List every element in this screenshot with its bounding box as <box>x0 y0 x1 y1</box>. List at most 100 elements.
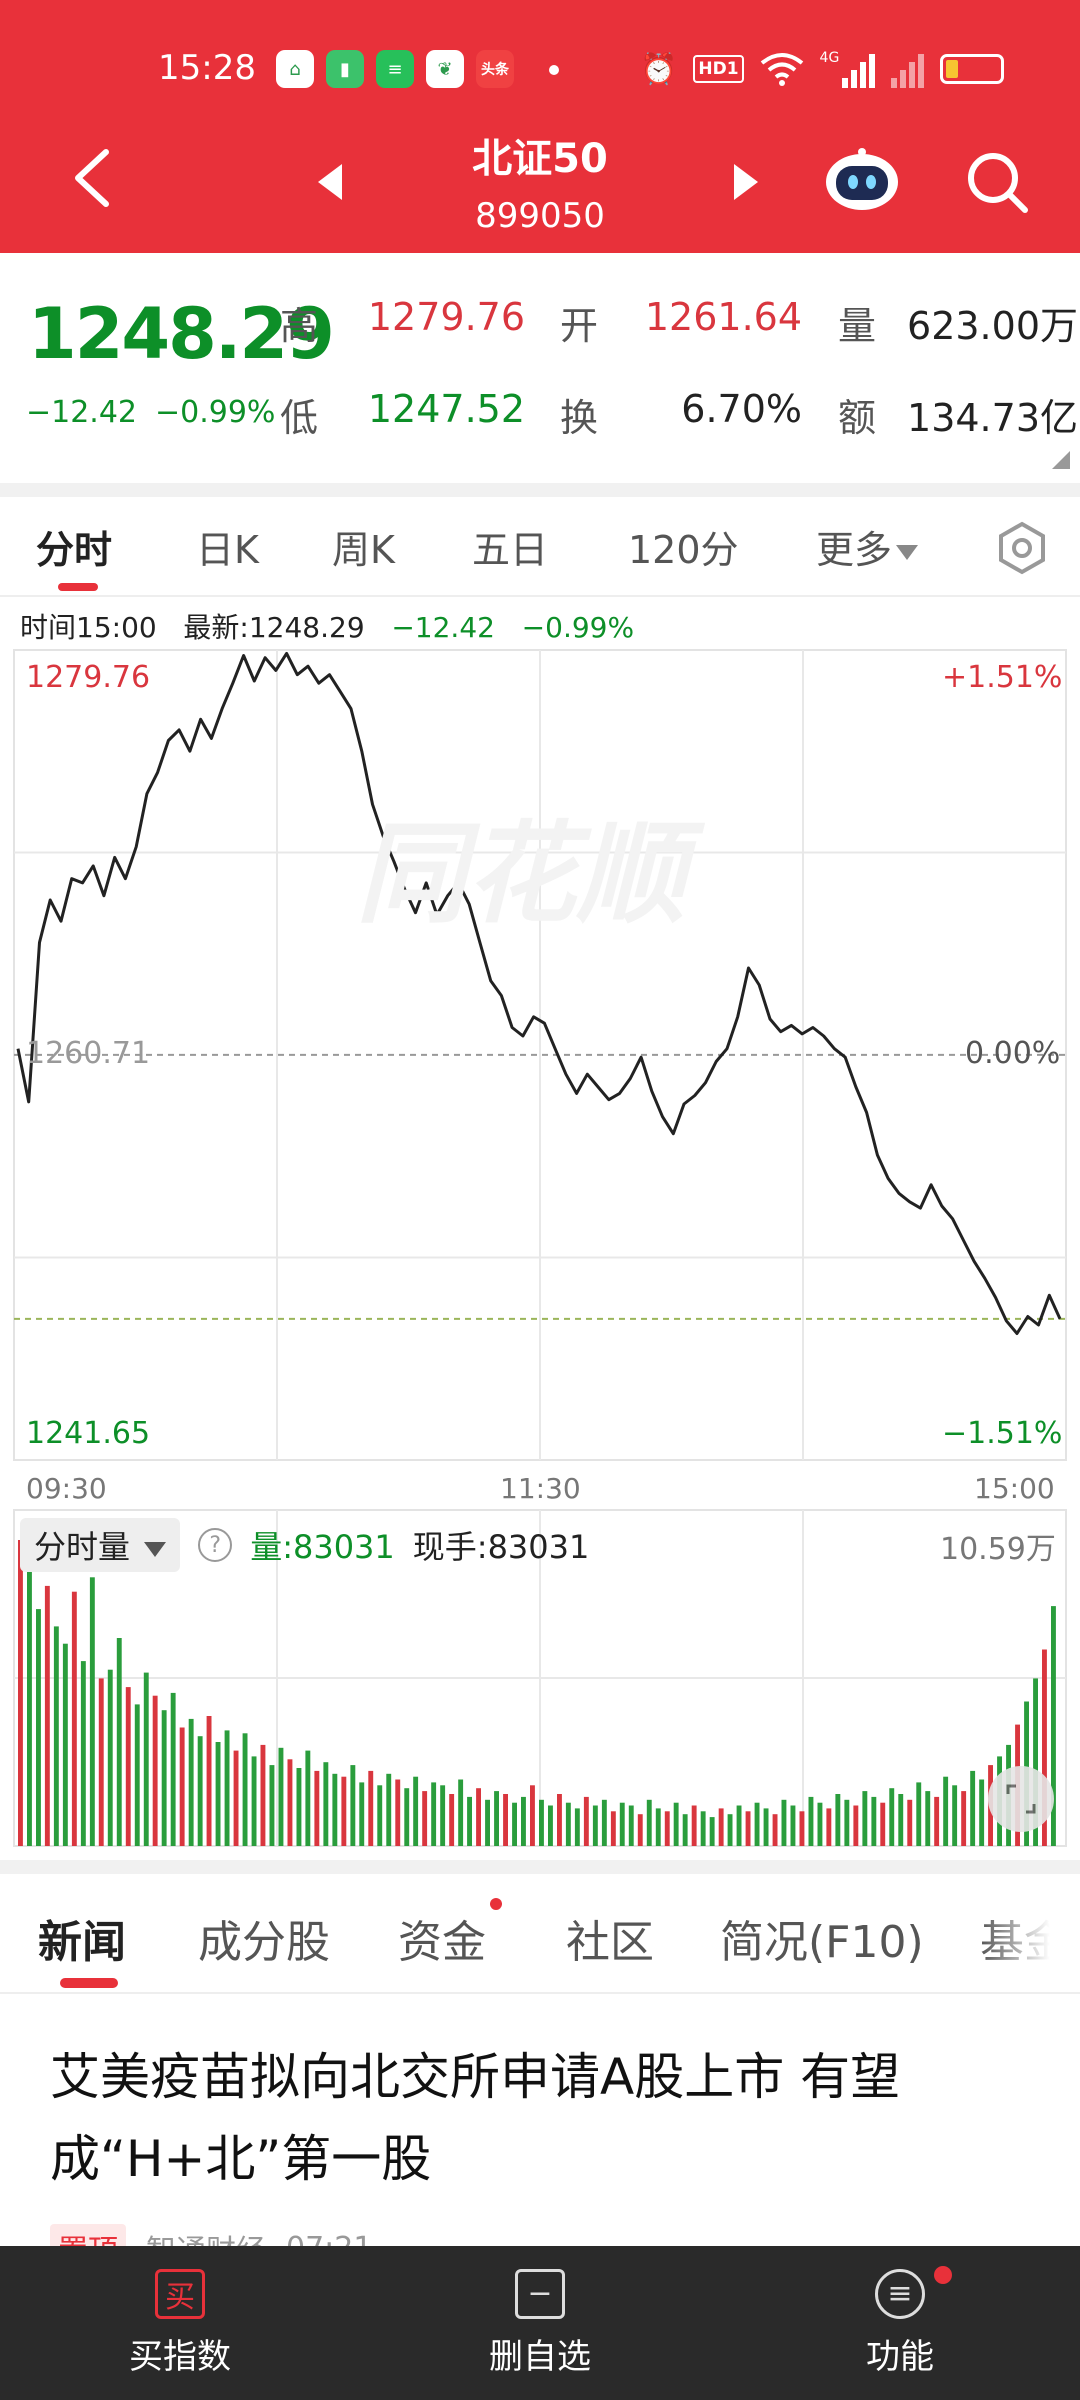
volume-value: 623.00万 <box>907 304 1078 348</box>
volume-bar <box>898 1794 904 1846</box>
volume-bar <box>745 1811 751 1846</box>
volume-bar <box>718 1808 724 1846</box>
tab-funds[interactable]: 资金 <box>398 1917 486 1968</box>
volume-bar <box>341 1776 347 1846</box>
status-app-icons: ⌂ ▮ ≡ ❦ 头条 <box>276 50 514 88</box>
active-tab-indicator <box>58 583 98 591</box>
volume-bar <box>116 1638 122 1846</box>
volume-bar <box>655 1808 661 1846</box>
prev-stock-arrow-icon[interactable] <box>318 164 342 200</box>
info-latest: 最新:1248.29 <box>183 611 365 644</box>
help-icon[interactable]: ? <box>198 1528 233 1562</box>
volume-bar <box>107 1669 113 1846</box>
tab-120min[interactable]: 120分 <box>628 528 739 572</box>
volume-bar <box>763 1808 769 1846</box>
volume-bar <box>188 1718 194 1846</box>
amount-value: 134.73亿 <box>907 396 1078 440</box>
battery-app-icon: ▮ <box>326 50 364 88</box>
volume-bar <box>179 1727 185 1846</box>
intraday-chart[interactable] <box>0 640 1080 1860</box>
tab-five-day[interactable]: 五日 <box>472 528 549 572</box>
network-label: 4G <box>819 50 840 66</box>
volume-bar <box>395 1779 401 1846</box>
volume-bar <box>314 1770 320 1846</box>
tab-profile-f10[interactable]: 简况(F10) <box>720 1917 924 1968</box>
divider <box>0 1860 1080 1874</box>
new-dot-icon <box>490 1898 502 1910</box>
volume-bar <box>233 1750 239 1846</box>
tab-constituents[interactable]: 成分股 <box>198 1917 330 1968</box>
tab-weekly-k[interactable]: 周K <box>332 528 395 572</box>
open-label: 开 <box>560 304 599 348</box>
volume-bar <box>143 1672 149 1846</box>
price-change: −12.42 <box>26 395 138 430</box>
system-icons: ⏰ HD1 4G <box>640 50 1005 88</box>
robot-assistant-icon[interactable] <box>824 146 900 212</box>
buy-index-button[interactable]: 买 买指数 <box>60 2246 300 2400</box>
notification-dot-icon <box>934 2266 952 2284</box>
volume-bar <box>637 1814 643 1846</box>
fullscreen-icon <box>1006 1784 1036 1814</box>
volume-bar <box>673 1802 679 1846</box>
volume-bar <box>458 1779 464 1846</box>
leaf-app-icon: ❦ <box>426 50 464 88</box>
info-change-pct: −0.99% <box>521 611 635 644</box>
remove-watchlist-button[interactable]: − 删自选 <box>420 2246 660 2400</box>
notification-dot-icon <box>549 65 559 75</box>
tab-intraday[interactable]: 分时 <box>36 528 113 572</box>
high-label: 高 <box>280 304 319 348</box>
news-headline[interactable]: 艾美疫苗拟向北交所申请A股上市 有望成“H+北”第一股 <box>50 2048 901 2188</box>
volume-bar <box>790 1805 796 1846</box>
chart-settings-icon[interactable] <box>994 520 1050 576</box>
volume-bar <box>565 1802 571 1846</box>
volume-bar <box>431 1782 437 1846</box>
volume-bar <box>709 1817 715 1846</box>
volume-bar <box>610 1811 616 1846</box>
quote-panel: 1248.29 −12.42 −0.99% 高 1279.76 开 1261.6… <box>0 253 1080 483</box>
tab-daily-k[interactable]: 日K <box>196 528 259 572</box>
alarm-icon: ⏰ <box>640 51 678 87</box>
volume-bar <box>781 1799 787 1846</box>
volume-bar <box>197 1736 203 1846</box>
volume-bar <box>386 1773 392 1846</box>
volume-bar <box>557 1794 562 1846</box>
volume-bar <box>754 1802 760 1846</box>
volume-bar <box>413 1776 419 1846</box>
tab-more[interactable]: 更多 <box>816 519 919 574</box>
volume-bar <box>53 1626 59 1846</box>
tab-news[interactable]: 新闻 <box>38 1917 126 1968</box>
volume-bar <box>161 1710 167 1846</box>
page-title: 北证50 <box>472 136 608 182</box>
expand-corner-icon[interactable] <box>1052 451 1070 469</box>
volume-bar <box>682 1814 688 1846</box>
amount-label: 额 <box>838 396 877 440</box>
volume-bar <box>979 1779 985 1846</box>
volume-bar <box>871 1796 877 1846</box>
high-value: 1279.76 <box>367 295 525 339</box>
battery-icon <box>940 54 1005 84</box>
volume-bar <box>27 1562 32 1846</box>
period-tabs: 分时 日K 周K 五日 120分 更多 <box>0 497 1080 597</box>
search-icon[interactable] <box>965 150 1029 214</box>
volume-bar <box>844 1799 850 1846</box>
status-bar: 15:28 ⌂ ▮ ≡ ❦ 头条 ⏰ HD1 4G <box>0 0 1080 140</box>
back-arrow-icon[interactable] <box>72 148 112 208</box>
volume-bar <box>583 1796 589 1846</box>
next-stock-arrow-icon[interactable] <box>734 164 758 200</box>
info-time: 时间15:00 <box>20 611 157 644</box>
volume-bar <box>332 1773 338 1846</box>
volume-bar <box>952 1785 958 1846</box>
functions-button[interactable]: ≡ 功能 <box>780 2246 1020 2400</box>
low-value: 1247.52 <box>367 387 525 431</box>
volume-bar <box>485 1799 490 1846</box>
tab-community[interactable]: 社区 <box>566 1917 654 1968</box>
fullscreen-button[interactable] <box>988 1766 1054 1832</box>
volume-bar <box>691 1805 697 1846</box>
divider <box>0 1992 1080 1994</box>
volume-bar <box>808 1796 814 1846</box>
tab-more-label: 更多 <box>816 528 893 572</box>
time-axis-mid: 11:30 <box>500 1472 581 1505</box>
volume-bar <box>880 1802 886 1846</box>
volume-type-selector[interactable]: 分时量 <box>20 1518 181 1572</box>
volume-bar <box>134 1704 140 1846</box>
